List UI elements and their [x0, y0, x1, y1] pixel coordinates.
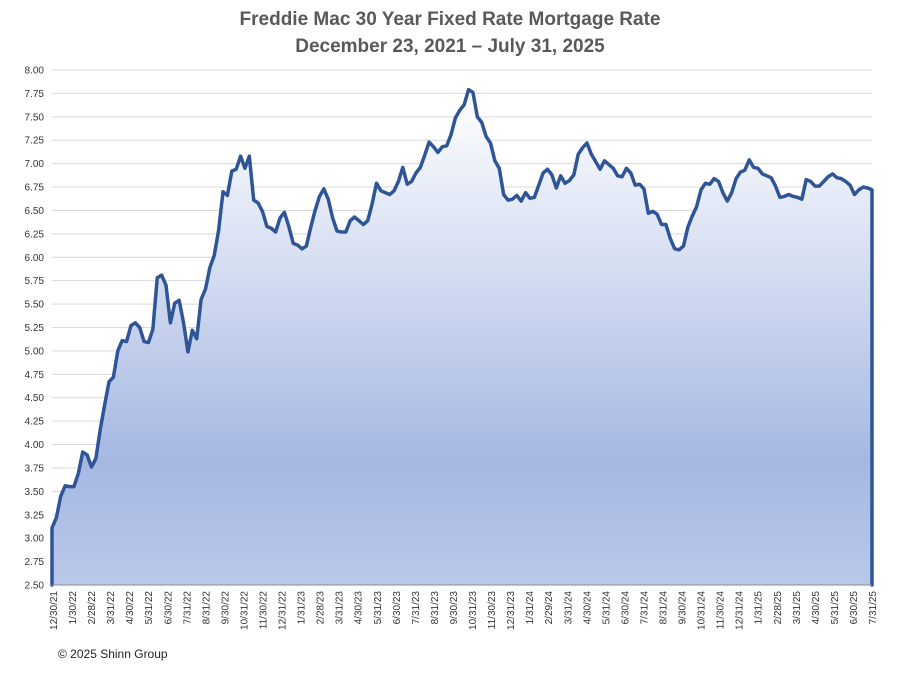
chart-title: Freddie Mac 30 Year Fixed Rate Mortgage … [239, 9, 661, 30]
x-tick-label: 11/30/24 [716, 591, 727, 630]
x-tick-label: 6/30/24 [620, 591, 631, 625]
y-tick-label: 3.75 [25, 463, 45, 474]
y-tick-label: 7.75 [25, 89, 45, 100]
x-tick-label: 11/30/22 [259, 591, 270, 630]
x-tick-label: 2/28/23 [316, 591, 327, 625]
x-tick-label: 4/30/24 [582, 591, 593, 625]
y-tick-label: 7.25 [25, 136, 45, 147]
y-tick-label: 2.50 [25, 581, 45, 592]
y-tick-label: 2.75 [25, 557, 45, 568]
y-tick-label: 5.75 [25, 276, 45, 287]
x-tick-label: 5/31/22 [144, 591, 155, 625]
x-tick-label: 1/30/22 [68, 591, 79, 625]
y-tick-label: 3.25 [25, 510, 45, 521]
x-tick-label: 3/31/25 [792, 591, 803, 625]
y-tick-label: 4.25 [25, 417, 45, 428]
series-line [50, 87, 874, 587]
x-tick-label: 8/31/22 [201, 591, 212, 625]
x-tick-label: 5/31/24 [601, 591, 612, 625]
x-tick-label: 11/30/23 [487, 591, 498, 630]
x-tick-label: 5/31/25 [830, 591, 841, 625]
x-tick-label: 3/31/22 [106, 591, 117, 625]
x-tick-label: 4/30/22 [125, 591, 136, 625]
x-tick-label: 3/31/24 [563, 591, 574, 625]
copyright-text: © 2025 Shinn Group [58, 647, 168, 661]
x-tick-label: 10/31/22 [239, 591, 250, 630]
y-tick-label: 4.75 [25, 370, 45, 381]
x-tick-label: 3/31/23 [335, 591, 346, 625]
x-tick-label: 2/28/22 [87, 591, 98, 625]
x-tick-label: 6/30/22 [163, 591, 174, 625]
x-tick-label: 7/31/22 [182, 591, 193, 625]
y-tick-label: 3.50 [25, 487, 45, 498]
y-tick-label: 7.00 [25, 159, 45, 170]
area-fill-shape [52, 89, 872, 585]
x-tick-label: 8/31/23 [430, 591, 441, 625]
y-tick-label: 4.00 [25, 440, 45, 451]
x-tick-label: 9/30/24 [678, 591, 689, 625]
y-tick-label: 6.75 [25, 183, 45, 194]
x-tick-labels: 12/30/21 1/30/22 2/28/22 3/31/22 4/30/22 5/31… [49, 591, 879, 630]
x-tick-label: 12/31/23 [506, 591, 517, 630]
x-tick-label: 7/31/23 [411, 591, 422, 625]
x-tick-label: 6/30/23 [392, 591, 403, 625]
x-tick-label: 2/29/24 [544, 591, 555, 625]
x-tick-label: 12/31/24 [735, 591, 746, 630]
x-tick-label: 1/31/25 [754, 591, 765, 625]
x-tick-label: 2/28/25 [773, 591, 784, 625]
y-tick-label: 5.50 [25, 300, 45, 311]
y-tick-label: 4.50 [25, 393, 45, 404]
y-tick-label: 7.50 [25, 112, 45, 123]
y-tick-label: 6.25 [25, 229, 45, 240]
x-tick-label: 1/31/23 [297, 591, 308, 625]
chart-subtitle: December 23, 2021 – July 31, 2025 [295, 36, 605, 57]
x-tick-label: 12/30/21 [49, 591, 60, 630]
x-tick-label: 10/31/23 [468, 591, 479, 630]
y-tick-labels: 8.00 7.75 7.50 7.25 7.00 6.75 6.50 6.25 6.00 5.75… [25, 66, 45, 592]
x-tick-label: 8/31/24 [658, 591, 669, 625]
x-tick-label: 9/30/23 [449, 591, 460, 625]
x-tick-label: 7/31/24 [639, 591, 650, 625]
y-tick-label: 3.00 [25, 534, 45, 545]
chart-title-block: Freddie Mac 30 Year Fixed Rate Mortgage … [0, 6, 900, 60]
x-tick-label: 1/31/24 [525, 591, 536, 625]
y-tick-label: 5.25 [25, 323, 45, 334]
x-tick-label: 9/30/22 [220, 591, 231, 625]
y-tick-label: 6.00 [25, 253, 45, 264]
y-tick-label: 8.00 [25, 66, 45, 77]
x-tick-label: 12/31/22 [278, 591, 289, 630]
x-tick-label: 5/31/23 [373, 591, 384, 625]
y-tick-label: 5.00 [25, 346, 45, 357]
y-tick-label: 6.50 [25, 206, 45, 217]
x-tick-label: 10/31/24 [697, 591, 708, 630]
x-tick-label: 6/30/25 [849, 591, 860, 625]
x-tick-label: 7/31/25 [868, 591, 879, 625]
area-fill [50, 87, 874, 587]
x-tick-label: 4/30/25 [811, 591, 822, 625]
x-tick-label: 4/30/23 [354, 591, 365, 625]
